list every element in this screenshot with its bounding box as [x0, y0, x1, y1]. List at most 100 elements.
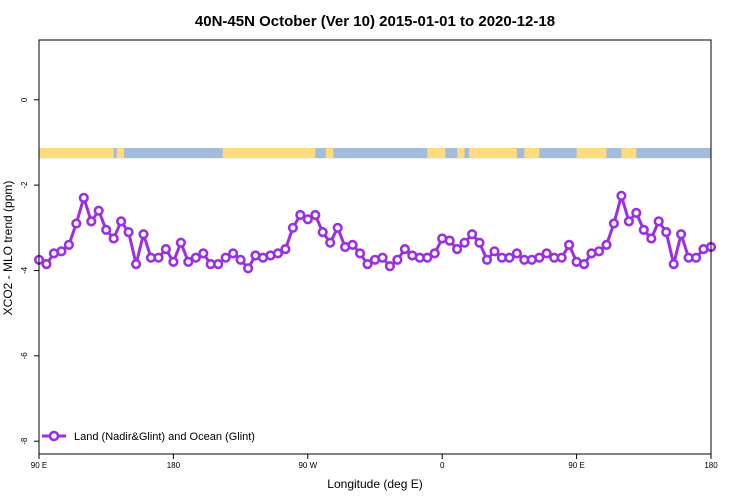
data-point — [347, 239, 358, 250]
data-point — [235, 254, 246, 265]
data-point — [563, 239, 575, 250]
data-point — [41, 259, 52, 270]
data-point — [474, 237, 485, 248]
data-point — [108, 233, 119, 244]
land-segment — [524, 147, 540, 159]
land-segment — [621, 147, 637, 159]
series-layer — [33, 190, 717, 274]
data-point — [481, 254, 493, 265]
data-point — [638, 224, 649, 235]
data-point — [675, 229, 687, 240]
data-point — [556, 252, 567, 263]
data-point — [287, 222, 299, 233]
data-point — [131, 259, 142, 270]
data-point — [646, 233, 657, 244]
chart-title: 40N-45N October (Ver 10) 2015-01-01 to 2… — [195, 13, 555, 30]
data-point — [578, 259, 590, 270]
data-point — [302, 214, 313, 225]
axes: 90 E 180 90 W 0 90 E 180 0 -2 -4 -6 -8 — [20, 97, 718, 470]
data-point — [63, 239, 74, 250]
data-point — [183, 256, 194, 268]
data-point — [153, 252, 164, 263]
y-tick-label: 0 — [20, 97, 29, 102]
data-point — [123, 227, 134, 238]
legend: Land (Nadir&Glint) and Ocean (Glint) — [42, 430, 255, 443]
data-point — [317, 227, 328, 238]
data-point — [280, 244, 291, 255]
data-point — [392, 254, 403, 265]
land-segment — [39, 147, 114, 159]
data-point — [661, 227, 672, 238]
data-point — [78, 192, 89, 203]
data-point — [56, 246, 67, 257]
legend-marker — [48, 430, 60, 442]
data-point — [534, 252, 545, 263]
data-point — [631, 207, 642, 218]
data-point — [71, 218, 82, 229]
data-point — [160, 244, 171, 255]
data-point — [668, 259, 679, 270]
data-point — [429, 248, 440, 259]
data-point — [325, 237, 336, 248]
data-point — [175, 237, 186, 248]
y-axis-label: XCO2 - MLO trend (ppm) — [1, 181, 15, 316]
data-point — [115, 216, 127, 227]
data-point — [690, 252, 702, 263]
data-point — [459, 237, 470, 248]
data-point — [362, 259, 373, 270]
land-segment — [576, 147, 607, 159]
data-point — [377, 252, 388, 263]
data-point — [616, 190, 627, 201]
legend-label: Land (Nadir&Glint) and Ocean (Glint) — [74, 431, 255, 443]
data-point — [272, 248, 284, 259]
x-tick-label: 90 E — [568, 461, 584, 470]
data-point — [190, 252, 201, 263]
land-segment — [325, 147, 334, 159]
y-tick-label: -4 — [20, 266, 29, 274]
data-point — [86, 216, 97, 227]
x-axis-label: Longitude (deg E) — [327, 477, 422, 491]
land-segment — [427, 147, 446, 159]
data-point — [220, 252, 231, 263]
data-point — [355, 248, 366, 259]
data-point — [243, 263, 254, 274]
plot-frame — [38, 39, 712, 455]
data-point — [601, 239, 612, 250]
data-point — [541, 248, 552, 259]
x-tick-label: 90 W — [298, 461, 317, 470]
data-point — [198, 248, 209, 259]
data-point — [608, 218, 620, 229]
data-point — [593, 246, 605, 257]
data-point — [489, 246, 500, 257]
data-point — [653, 216, 664, 227]
ocean-band — [39, 147, 711, 159]
data-point — [310, 209, 321, 221]
data-point — [504, 252, 515, 263]
data-point — [295, 209, 306, 221]
x-tick-label: 0 — [440, 461, 445, 470]
y-tick-label: -6 — [20, 352, 29, 360]
land-ocean-band — [39, 147, 711, 159]
land-segment — [116, 147, 125, 159]
data-point — [444, 235, 455, 246]
land-segment — [457, 147, 465, 159]
data-point — [623, 216, 635, 227]
data-point — [384, 261, 396, 272]
data-point — [399, 244, 411, 255]
data-point — [452, 244, 463, 255]
y-tick-label: -8 — [20, 437, 29, 445]
data-point — [511, 248, 523, 259]
data-point — [93, 205, 104, 216]
data-point — [332, 222, 343, 233]
data-point — [138, 229, 149, 240]
land-segment — [222, 147, 316, 159]
data-point — [101, 224, 112, 235]
x-tick-label: 90 E — [31, 461, 47, 470]
x-tick-label: 180 — [704, 461, 718, 470]
data-point — [228, 248, 239, 259]
data-point — [467, 229, 478, 240]
data-point — [213, 259, 224, 270]
x-tick-label: 180 — [167, 461, 181, 470]
